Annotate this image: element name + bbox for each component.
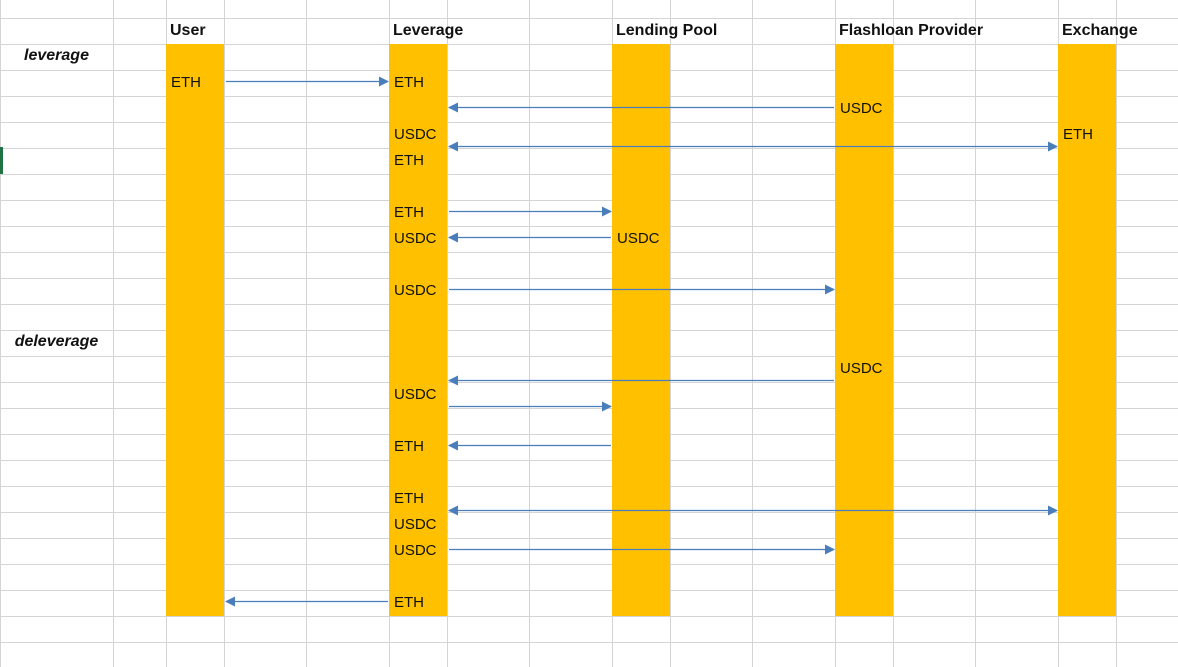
label-pool-usdc-1: USDC: [617, 230, 660, 247]
lane-header-user: User: [170, 22, 206, 39]
label-user-eth-1: ETH: [171, 74, 201, 91]
label-leverage-usdc-5: USDC: [394, 516, 437, 533]
row-selection-marker: [0, 147, 3, 174]
label-leverage-eth-3: ETH: [394, 204, 424, 221]
lane-header-leverage: Leverage: [393, 22, 464, 39]
label-leverage-eth-2: ETH: [394, 152, 424, 169]
label-leverage-usdc-2: USDC: [394, 230, 437, 247]
label-leverage-usdc-6: USDC: [394, 542, 437, 559]
lane-header-exchange: Exchange: [1062, 22, 1138, 39]
lane-bar-user: [166, 44, 224, 616]
section-label-leverage: leverage: [24, 47, 89, 64]
label-leverage-usdc-1: USDC: [394, 126, 437, 143]
label-leverage-eth-6: ETH: [394, 594, 424, 611]
label-leverage-usdc-3: USDC: [394, 282, 437, 299]
label-leverage-eth-4: ETH: [394, 438, 424, 455]
label-flash-usdc-2: USDC: [840, 360, 883, 377]
lanes: [166, 44, 1116, 616]
lane-header-pool: Lending Pool: [616, 22, 718, 39]
label-leverage-usdc-4: USDC: [394, 386, 437, 403]
label-leverage-eth-5: ETH: [394, 490, 424, 507]
label-leverage-eth-1: ETH: [394, 74, 424, 91]
lane-header-flash: Flashloan Provider: [839, 22, 984, 39]
label-flash-usdc-1: USDC: [840, 100, 883, 117]
section-label-deleverage: deleverage: [14, 333, 99, 350]
lane-bar-exchange: [1058, 44, 1116, 616]
label-exchange-eth-1: ETH: [1063, 126, 1093, 143]
message-arrows: [225, 76, 1058, 607]
lane-bar-flash: [835, 44, 893, 616]
lane-bar-leverage: [389, 44, 447, 616]
lane-bar-pool: [612, 44, 670, 616]
